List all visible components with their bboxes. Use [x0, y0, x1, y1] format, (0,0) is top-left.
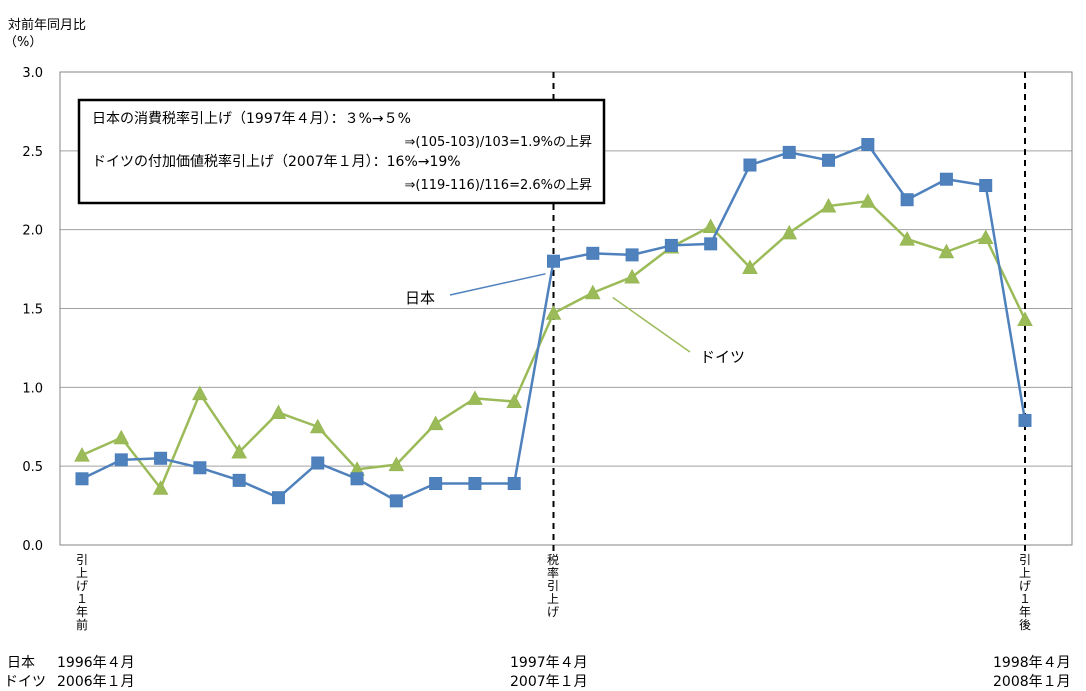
data-point — [311, 456, 325, 470]
data-point — [75, 472, 89, 486]
data-point — [193, 461, 207, 475]
data-point — [624, 268, 640, 284]
data-point — [586, 246, 600, 260]
data-point — [309, 418, 326, 434]
footer-right-germany-date: 2008年１月 — [993, 674, 1071, 690]
data-point — [547, 254, 560, 268]
y-tick-label: 0.5 — [22, 460, 43, 475]
series-line — [81, 200, 1027, 490]
data-point — [584, 284, 601, 300]
y-axis-title-line2: （%） — [4, 35, 43, 50]
footer-left-germany-date: 2006年１月 — [57, 674, 135, 690]
annotation-line-3: ドイツの付加価値税率引上げ（2007年１月）：16%→19% — [92, 153, 461, 170]
annotation-line-2: ⇒(105-103)/103=1.9%の上昇 — [405, 135, 592, 150]
y-tick-label: 2.0 — [22, 224, 43, 239]
data-point — [977, 229, 994, 245]
data-point — [192, 385, 208, 401]
data-point — [467, 390, 483, 405]
series-layer — [74, 138, 1033, 508]
data-point — [507, 477, 521, 491]
data-point — [506, 393, 523, 409]
data-point — [939, 172, 953, 186]
data-point — [1018, 413, 1032, 427]
series-japan — [75, 138, 1032, 508]
x-marker-label-start: 引上げ１年前 — [75, 553, 88, 632]
y-tick-label: 1.0 — [22, 381, 43, 396]
callout-label-japan: 日本 — [405, 289, 435, 307]
callout-label-germany: ドイツ — [700, 348, 745, 366]
data-point — [900, 193, 914, 207]
annotation-line-4: ⇒(119-116)/116=2.6%の上昇 — [405, 178, 592, 193]
footer-left-japan-date: 1996年４月 — [57, 655, 135, 671]
plot-frame — [59, 71, 1073, 546]
data-point — [859, 193, 876, 208]
series-germany — [74, 193, 1033, 495]
data-point — [154, 451, 168, 465]
data-point — [702, 218, 719, 234]
data-point — [820, 197, 837, 213]
footer-mid-japan-date: 1997年４月 — [510, 655, 588, 671]
data-point — [899, 231, 915, 246]
x-marker-label-end: 引上げ１年後 — [1018, 553, 1031, 632]
data-point — [232, 473, 246, 487]
data-point — [468, 477, 482, 491]
data-point — [782, 145, 796, 159]
data-point — [231, 443, 248, 459]
callout-leader-germany — [612, 296, 691, 353]
data-point — [389, 494, 403, 508]
data-point — [1017, 311, 1033, 327]
annotation-box: 日本の消費税率引上げ（1997年４月）：３%→５% ⇒(105-103)/103… — [77, 98, 606, 205]
y-tick-label: 0.0 — [22, 539, 43, 554]
data-point — [113, 429, 130, 445]
footer-germany-label: ドイツ — [4, 674, 46, 690]
data-point — [545, 305, 562, 320]
data-point — [861, 138, 875, 152]
y-tick-label: 1.5 — [22, 303, 43, 318]
data-point — [271, 491, 285, 505]
reference-lines — [552, 72, 1026, 553]
data-point — [938, 243, 955, 259]
data-point — [822, 153, 836, 167]
y-tick-labels: 0.0 0.5 1.0 1.5 2.0 2.5 3.0 — [22, 66, 43, 554]
callout-leader-japan — [449, 273, 546, 296]
data-point — [743, 158, 757, 172]
x-marker-label-rate-hike: 税率引上げ — [546, 553, 559, 619]
data-point — [152, 480, 169, 495]
annotation-line-1: 日本の消費税率引上げ（1997年４月）：３%→５% — [92, 110, 411, 127]
data-point — [74, 447, 90, 462]
data-point — [388, 456, 405, 472]
data-point — [350, 472, 364, 486]
data-point — [664, 238, 678, 252]
footer-mid-germany-date: 2007年１月 — [510, 674, 588, 690]
y-tick-label: 2.5 — [22, 145, 43, 160]
y-axis-title-line1: 対前年同月比 — [8, 18, 87, 33]
data-point — [427, 415, 444, 431]
data-point — [625, 248, 639, 262]
data-point — [429, 477, 443, 491]
footer-right-japan-date: 1998年４月 — [993, 655, 1071, 671]
data-point — [270, 404, 287, 420]
data-point — [742, 259, 758, 275]
footer-japan-label: 日本 — [7, 655, 35, 671]
data-point — [114, 453, 128, 467]
data-point — [979, 179, 993, 193]
data-point — [704, 237, 718, 251]
y-tick-label: 3.0 — [22, 66, 43, 81]
data-point — [781, 224, 798, 240]
